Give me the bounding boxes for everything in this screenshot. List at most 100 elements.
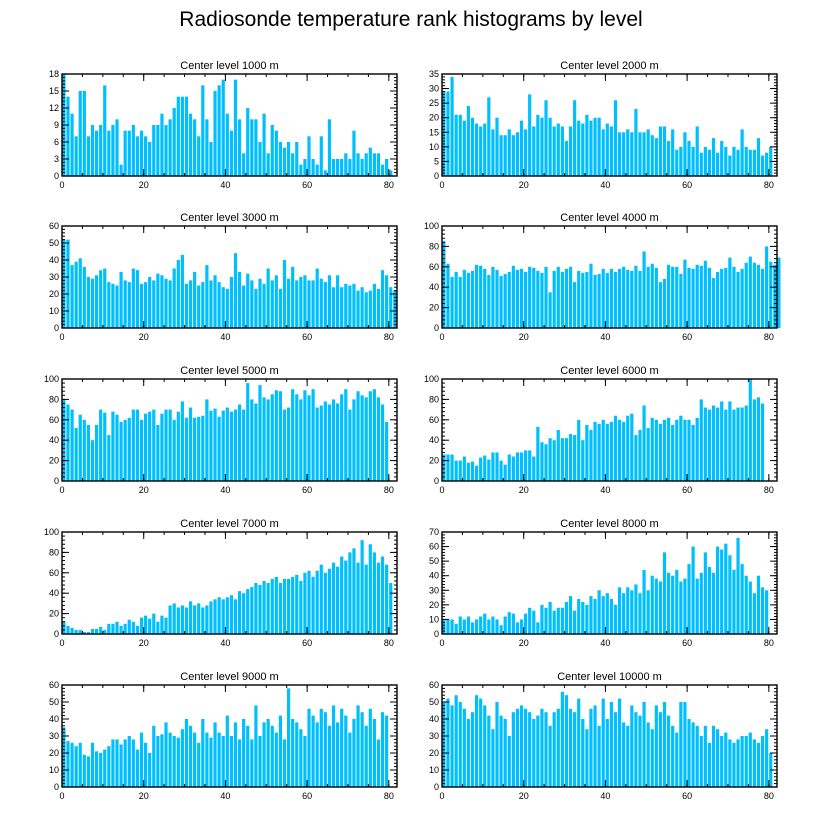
histogram-bar [626,129,630,176]
histogram-bar [470,461,475,481]
histogram-bar [470,117,475,176]
histogram-bar [515,622,520,634]
histogram-bar [495,702,499,787]
histogram-bar [552,440,556,481]
histogram-bar [278,715,283,787]
histogram-bar [119,164,123,176]
x-tick-label: 80 [384,791,394,801]
histogram-bar [360,712,364,787]
histogram-bar [646,590,650,634]
histogram-bar [687,419,691,481]
histogram-bar [573,435,577,481]
y-tick-label: 30 [429,731,439,741]
histogram-bar [773,264,777,328]
histogram-bar [258,736,262,787]
histogram-bar [515,708,520,787]
histogram-bar [376,153,381,176]
histogram-bar [748,149,752,176]
histogram-bar [748,256,752,328]
histogram-bar [613,415,618,481]
histogram-bar [544,712,548,787]
histogram-bar [299,580,303,634]
histogram-bar [650,135,654,176]
histogram-bar [466,272,470,328]
histogram-bar [675,266,679,328]
histogram-bar [511,712,515,787]
histogram-bar [62,621,66,634]
histogram-bar [233,79,238,176]
histogram-bar [344,715,348,787]
histogram-bar [82,631,86,634]
histogram-bar [148,753,152,787]
histogram-bar [699,572,703,634]
histogram-bar [344,283,348,328]
histogram-bar [675,569,679,634]
histogram-bar [156,621,160,634]
histogram-bar [266,719,270,787]
x-tick-label: 20 [139,791,149,801]
histogram-bar [630,705,634,787]
histogram-bar [560,607,564,634]
y-tick-label: 0 [54,323,59,333]
histogram-bar [282,739,287,787]
histogram-bar [139,617,144,634]
histogram-panel-2: Center level 2000 m 0 20 40 60 80 0 5 10 15 20 25 30… [429,60,778,190]
y-tick-label: 60 [429,542,439,552]
histogram-bar [217,597,221,634]
histogram-bar [368,147,372,176]
histogram-bar [756,264,761,328]
panel-title: Center level 9000 m [180,671,278,683]
histogram-bar [213,722,217,787]
histogram-bar [622,132,626,176]
histogram-bar [176,411,180,481]
histogram-bar [442,91,446,176]
x-tick-label: 40 [220,485,230,495]
histogram-bar [172,603,176,634]
histogram-bar [728,155,732,176]
histogram-bar [336,159,340,176]
histogram-bar [319,564,323,634]
histogram-bar [524,271,528,328]
histogram-bar [172,268,176,328]
histogram-bar [707,409,712,481]
histogram-bar [707,149,712,176]
histogram-bar [103,85,107,176]
y-tick-label: 0 [54,476,59,486]
histogram-bar [658,282,663,328]
histogram-panel-6: Center level 6000 m 0 20 40 60 80 0 20 40 60 80 100 [424,365,778,495]
y-tick-label: 10 [429,614,439,624]
histogram-bar [683,578,687,634]
histogram-bar [687,719,691,787]
histogram-bar [160,413,164,481]
histogram-bar [139,419,144,481]
histogram-bar [671,424,675,481]
histogram-bar [74,746,78,787]
histogram-bar [99,409,103,481]
histogram-bar [193,119,197,176]
histogram-bar [556,430,560,481]
histogram-bar [78,742,82,787]
histogram-bar [295,142,299,176]
histogram-bar [90,125,95,176]
panel-title: Center level 1000 m [180,60,278,72]
histogram-bar [568,434,573,481]
histogram-bar [233,253,238,328]
histogram-bar [585,271,589,328]
histogram-bar [675,732,679,787]
histogram-bar [86,424,90,481]
histogram-bar [315,164,319,176]
histogram-bar [99,125,103,176]
histogram-bar [662,552,667,634]
histogram-bar [327,725,332,787]
y-tick-label: 0 [434,171,439,181]
histogram-bar [446,91,450,176]
histogram-bar [654,705,658,787]
panel-title: Center level 4000 m [560,212,658,224]
histogram-bar [94,275,99,328]
histogram-bar [740,268,744,328]
panel-frame [441,378,778,482]
histogram-bar [454,623,458,634]
histogram-bar [152,125,156,176]
histogram-bar [552,126,556,176]
